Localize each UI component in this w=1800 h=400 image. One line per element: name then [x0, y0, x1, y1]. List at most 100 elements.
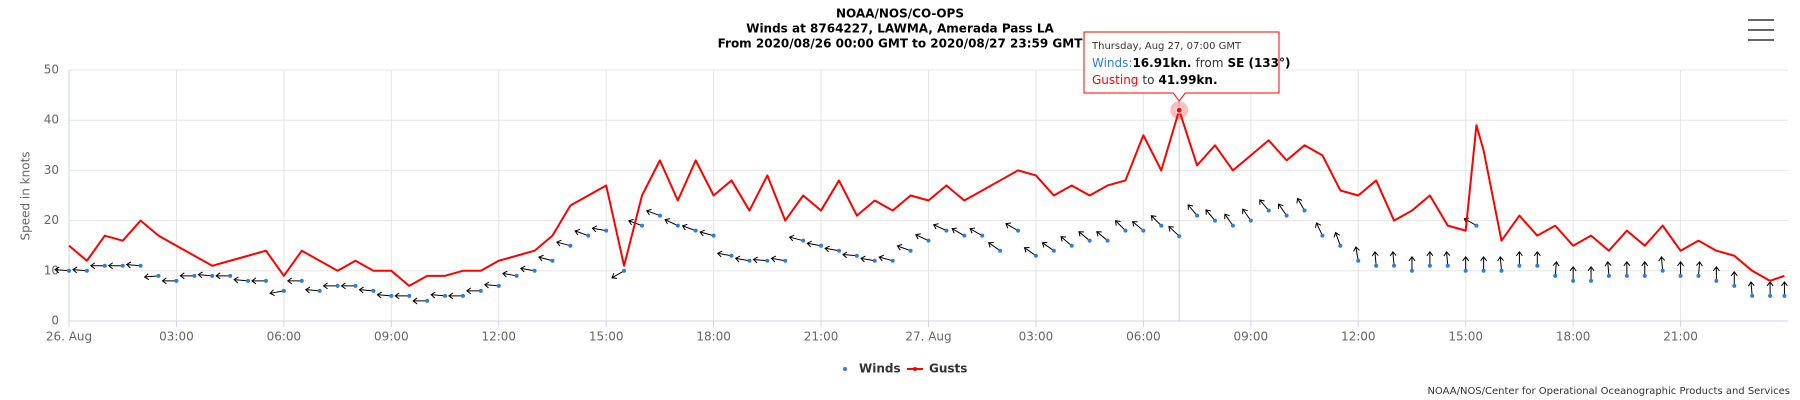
- wind-point: [872, 258, 877, 263]
- wind-arrow: [483, 281, 499, 289]
- wind-arrow: [1480, 255, 1487, 271]
- wind-arrow: [878, 254, 893, 262]
- x-tick-label: 15:00: [1448, 330, 1483, 344]
- wind-arrow: [1333, 231, 1341, 246]
- wind-arrow: [412, 297, 428, 305]
- wind-arrow: [1150, 215, 1162, 226]
- wind-point: [210, 273, 215, 278]
- wind-point: [1392, 263, 1397, 268]
- tooltip-box: [1083, 31, 1280, 102]
- chart-subtitle: From 2020/08/26 00:00 GMT to 2020/08/27 …: [718, 37, 1084, 51]
- wind-point: [156, 273, 161, 278]
- x-tick-label: 21:00: [1663, 330, 1698, 344]
- wind-arrow: [430, 291, 446, 299]
- wind-point: [1750, 293, 1755, 298]
- wind-arrow: [860, 255, 875, 263]
- tooltip-header: Thursday, Aug 27, 07:00 GMT: [1091, 41, 1242, 52]
- wind-arrow: [734, 255, 750, 263]
- wind-point: [1642, 273, 1647, 278]
- wind-point: [998, 248, 1003, 253]
- menu-button[interactable]: [1740, 12, 1780, 48]
- wind-arrow: [645, 208, 661, 217]
- wind-point: [335, 283, 340, 288]
- wind-arrow: [987, 242, 1001, 252]
- wind-point: [908, 248, 913, 253]
- x-tick-label: 12:00: [481, 330, 516, 344]
- x-tick-label: 27. Aug: [905, 330, 951, 344]
- wind-point: [1213, 218, 1217, 223]
- wind-arrow: [1353, 246, 1360, 261]
- wind-arrow: [1408, 255, 1416, 271]
- wind-point: [1141, 228, 1146, 233]
- wind-arrow: [1766, 281, 1774, 296]
- wind-arrow: [932, 223, 947, 232]
- wind-arrow: [969, 227, 983, 237]
- wind-point: [407, 293, 412, 298]
- wind-point: [1195, 213, 1200, 218]
- wind-arrow: [574, 228, 589, 237]
- wind-arrow: [1747, 281, 1755, 296]
- wind-arrow: [1259, 199, 1270, 211]
- wind-point: [675, 223, 680, 228]
- y-tick-label: 0: [51, 314, 59, 328]
- wind-point: [1177, 234, 1182, 239]
- wind-point: [514, 273, 519, 278]
- wind-arrow: [1296, 197, 1305, 211]
- wind-arrow: [1005, 222, 1019, 232]
- wind-arrow: [951, 227, 965, 237]
- wind-point: [353, 283, 358, 288]
- wind-point: [801, 238, 806, 243]
- wind-arrow: [89, 262, 105, 270]
- wind-point: [1123, 228, 1128, 233]
- wind-arrow: [1315, 222, 1323, 236]
- wind-arrow: [788, 234, 804, 242]
- legend-symbol: [843, 367, 847, 371]
- wind-point: [1474, 223, 1479, 228]
- wind-point: [711, 233, 716, 238]
- wind-point: [532, 268, 537, 273]
- wind-point: [926, 238, 931, 243]
- wind-point: [84, 268, 89, 273]
- wind-point: [1714, 278, 1719, 283]
- wind-point: [944, 228, 949, 233]
- y-tick-label: 40: [44, 113, 59, 127]
- wind-arrow: [896, 244, 911, 252]
- tooltip-text: to: [1142, 73, 1154, 87]
- wind-point: [783, 258, 788, 263]
- wind-arrow: [1587, 266, 1595, 281]
- wind-point: [389, 293, 394, 298]
- tooltip-line: Gusting to 41.99kn.: [1092, 73, 1218, 87]
- wind-arrow: [143, 273, 159, 281]
- wind-arrow: [538, 254, 553, 262]
- wind-arrow: [1060, 236, 1073, 247]
- wind-arrow: [1552, 261, 1560, 276]
- wind-point: [604, 228, 609, 233]
- wind-point: [317, 288, 322, 293]
- wind-point: [1660, 268, 1665, 273]
- wind-arrow: [1443, 251, 1451, 266]
- plot: [54, 70, 1788, 321]
- tooltip-text: Winds:: [1092, 56, 1132, 70]
- wind-point: [1606, 273, 1611, 278]
- wind-point: [980, 233, 985, 238]
- wind-arrow: [1462, 255, 1470, 271]
- wind-arrow: [1623, 260, 1631, 276]
- wind-arrow: [1078, 231, 1090, 242]
- legend-label: Winds: [859, 362, 901, 376]
- legend-symbol: [913, 367, 917, 371]
- wind-arrow: [1114, 220, 1126, 231]
- x-tick-label: 26. Aug: [46, 330, 92, 344]
- wind-arrow: [556, 239, 571, 247]
- wind-point: [568, 243, 573, 248]
- wind-arrow: [824, 245, 840, 253]
- gust-line: [68, 109, 1785, 287]
- legend-item: Winds: [843, 362, 901, 376]
- wind-point: [622, 268, 627, 273]
- tooltip-text: 41.99kn.: [1158, 73, 1217, 87]
- x-tick-label: 18:00: [1556, 330, 1591, 344]
- wind-arrow: [125, 261, 141, 269]
- wind-point: [174, 278, 179, 283]
- wind-arrow: [1132, 221, 1144, 232]
- x-tick-label: 09:00: [374, 330, 409, 344]
- wind-point: [1571, 278, 1576, 283]
